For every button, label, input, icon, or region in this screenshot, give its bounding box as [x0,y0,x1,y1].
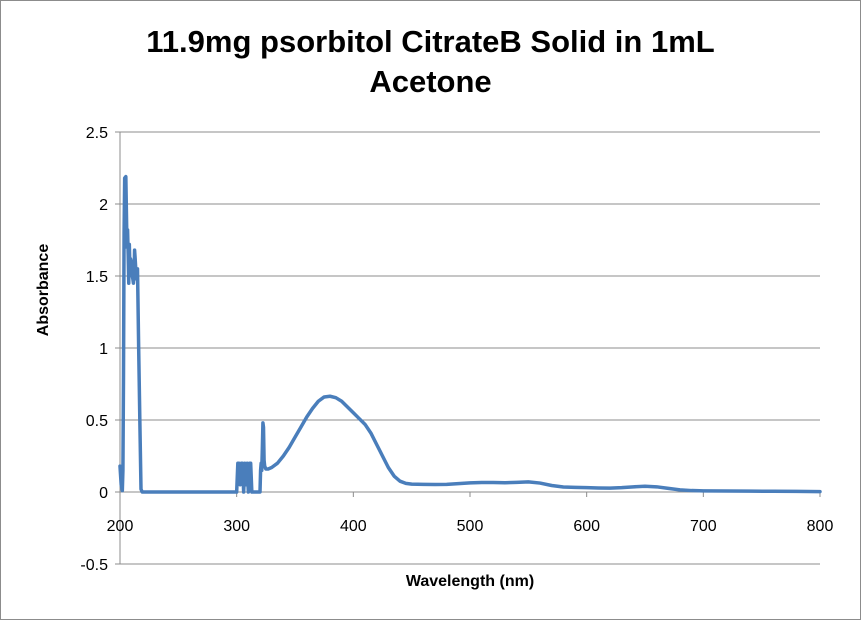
x-tick-labels: 200 300 400 500 600 700 800 [107,518,834,535]
y-tick-label: 1 [99,341,108,358]
y-tick-label: 1.5 [86,269,108,286]
chart-title-line-2: Acetone [369,64,492,99]
x-tick-label: 800 [807,518,834,535]
y-tick-label: 2.5 [86,125,108,142]
y-tick-label: 2 [99,197,108,214]
chart-title: 11.9mg psorbitol CitrateB Solid in 1mL A… [0,22,861,102]
gridlines [115,131,820,565]
series-line-1 [118,174,822,494]
y-axis-label: Absorbance [35,244,52,337]
x-tick-label: 400 [340,518,367,535]
x-tick-label: 200 [107,518,134,535]
x-tick-label: 700 [690,518,717,535]
x-tick-label: 500 [457,518,484,535]
x-tick-label: 300 [223,518,250,535]
y-tick-label: -0.5 [80,557,108,574]
series-layer [118,174,822,494]
y-tick-label: 0.5 [86,413,108,430]
y-tick-labels: -0.5 0 0.5 1 1.5 2 2.5 [80,125,108,574]
x-axis-label: Wavelength (nm) [406,573,534,590]
y-tick-label: 0 [99,485,108,502]
chart-title-line-1: 11.9mg psorbitol CitrateB Solid in 1mL [146,24,715,59]
x-tick-label: 600 [573,518,600,535]
